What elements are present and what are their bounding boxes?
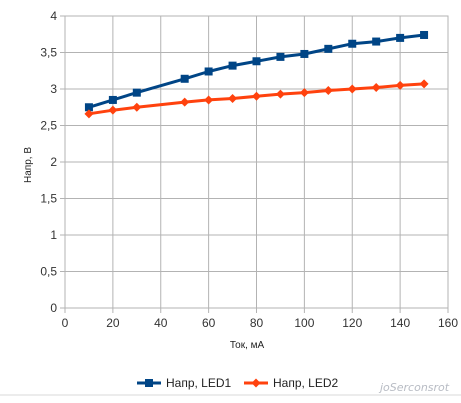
data-point (84, 103, 93, 112)
x-tick-label: 140 (390, 316, 410, 330)
x-tick-label: 40 (154, 316, 168, 330)
data-point (228, 61, 237, 70)
data-point (84, 109, 94, 119)
data-point (420, 30, 429, 39)
data-point (300, 49, 309, 58)
y-tick-label: 0 (50, 301, 57, 315)
y-tick-label: 3 (50, 82, 57, 96)
data-point (108, 95, 117, 104)
data-point (395, 80, 405, 90)
legend: Напр, LED1 Напр, LED2 (137, 376, 339, 390)
watermark: joSerconsrot (378, 381, 450, 394)
series-group (84, 30, 429, 119)
data-point (419, 79, 429, 89)
y-tick-label: 1,5 (40, 192, 57, 206)
legend-marker (145, 379, 153, 387)
x-tick-label: 60 (202, 316, 216, 330)
series-1 (84, 30, 429, 112)
plot-area-frame (64, 15, 449, 309)
legend-label: Напр, LED2 (273, 376, 339, 390)
y-axis-title: Напр, В (23, 147, 34, 183)
data-point (132, 88, 141, 97)
y-tick-label: 1 (50, 228, 57, 242)
data-point (323, 85, 333, 95)
y-tick-label: 2 (50, 155, 57, 169)
data-point (180, 97, 190, 107)
data-point (252, 91, 261, 101)
data-point (276, 52, 285, 61)
data-point (252, 57, 261, 66)
y-tick-label: 4 (50, 9, 57, 23)
y-tick-label: 0,5 (40, 265, 57, 279)
axes (60, 15, 449, 313)
data-point (132, 102, 142, 112)
y-tick-label: 3,5 (40, 46, 57, 60)
x-tick-labels: 0 20 40 60 80 100 120 140 160 (62, 316, 459, 330)
legend-marker (251, 378, 261, 388)
data-point (348, 39, 357, 48)
x-tick-label: 80 (250, 316, 264, 330)
data-point (347, 84, 357, 94)
series-2 (84, 79, 429, 119)
legend-item-2: Напр, LED2 (244, 376, 339, 390)
data-point (204, 67, 213, 76)
data-point (372, 37, 381, 46)
x-tick-label: 0 (62, 316, 69, 330)
x-tick-label: 100 (294, 316, 314, 330)
legend-item-1: Напр, LED1 (137, 376, 232, 390)
data-point (108, 105, 118, 115)
data-point (324, 44, 333, 53)
x-tick-label: 160 (438, 316, 458, 330)
legend-label: Напр, LED1 (166, 376, 232, 390)
y-tick-labels: 0 0,5 1 1,5 2 2,5 3 3,5 4 (40, 9, 57, 315)
y-tick-label: 2,5 (40, 119, 57, 133)
data-point (299, 88, 309, 98)
x-axis-title: Ток, мА (230, 340, 265, 351)
x-tick-label: 20 (106, 316, 120, 330)
data-point (180, 74, 189, 83)
x-tick-label: 120 (342, 316, 362, 330)
data-point (204, 95, 214, 105)
data-point (396, 33, 405, 42)
data-point (371, 83, 381, 93)
data-point (275, 89, 285, 99)
data-point (228, 93, 238, 103)
